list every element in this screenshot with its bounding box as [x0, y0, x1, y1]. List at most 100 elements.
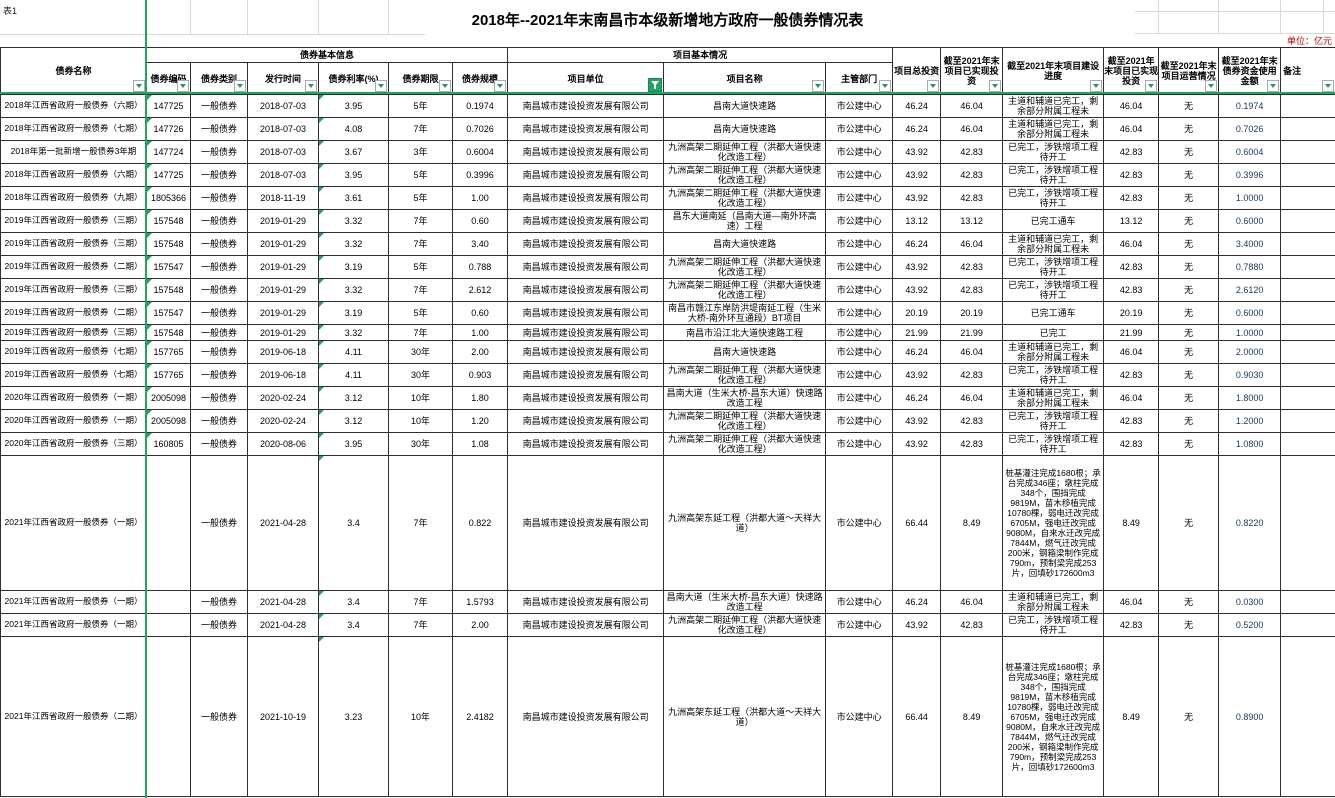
- cell-project-name[interactable]: 昌南大道快速路: [663, 340, 827, 364]
- col-header-bond-name[interactable]: 债券名称: [0, 47, 147, 95]
- cell-bond-type[interactable]: 一般债券: [190, 613, 248, 637]
- cell-realized-investment-2[interactable]: 46.04: [1103, 386, 1160, 410]
- cell-bond-fund-used[interactable]: 0.6000: [1218, 209, 1282, 233]
- cell-bond-type[interactable]: 一般债券: [190, 255, 248, 279]
- cell-bond-fund-used[interactable]: 0.8900: [1218, 636, 1282, 797]
- cell-term[interactable]: 7年: [388, 455, 453, 591]
- cell-department[interactable]: 市公建中心: [825, 278, 894, 302]
- cell-rate[interactable]: 3.12: [318, 409, 389, 433]
- cell-bond-name[interactable]: 2019年江西省政府一般债券（三期）: [0, 209, 147, 233]
- cell-construction-progress[interactable]: 主道和辅道已完工，剩余部分附属工程未: [1002, 386, 1105, 410]
- cell-bond-fund-used[interactable]: 1.0000: [1218, 324, 1282, 341]
- cell-bond-type[interactable]: 一般债券: [190, 209, 248, 233]
- cell-bond-fund-used[interactable]: 1.0800: [1218, 432, 1282, 456]
- cell-department[interactable]: 市公建中心: [825, 232, 894, 256]
- cell-term[interactable]: 10年: [388, 636, 453, 797]
- cell-issue-date[interactable]: 2018-07-03: [247, 117, 319, 141]
- cell-term[interactable]: 7年: [388, 209, 453, 233]
- cell-bond-code[interactable]: 157765: [146, 363, 191, 387]
- cell-project-unit[interactable]: 南昌城市建设投资发展有限公司: [507, 455, 665, 591]
- cell-bond-fund-used[interactable]: 0.1974: [1218, 94, 1282, 118]
- cell-operation-status[interactable]: 无: [1158, 613, 1220, 637]
- cell-construction-progress[interactable]: 已完工，涉铁增项工程待开工: [1002, 613, 1105, 637]
- filter-dropdown-icon[interactable]: [375, 80, 387, 92]
- cell-rate[interactable]: 3.95: [318, 94, 389, 118]
- cell-bond-code[interactable]: 160805: [146, 432, 191, 456]
- cell-term[interactable]: 30年: [388, 363, 453, 387]
- cell-operation-status[interactable]: 无: [1158, 163, 1220, 187]
- cell-issue-date[interactable]: 2019-01-29: [247, 278, 319, 302]
- cell-total-investment[interactable]: 43.92: [892, 613, 942, 637]
- cell-realized-investment[interactable]: 8.49: [940, 455, 1004, 591]
- cell-realized-investment[interactable]: 46.04: [940, 340, 1004, 364]
- cell-realized-investment[interactable]: 42.83: [940, 163, 1004, 187]
- filter-dropdown-icon[interactable]: [989, 80, 1002, 92]
- cell-bond-type[interactable]: 一般债券: [190, 324, 248, 341]
- cell-term[interactable]: 30年: [388, 340, 453, 364]
- cell-operation-status[interactable]: 无: [1158, 386, 1220, 410]
- cell-realized-investment-2[interactable]: 42.83: [1103, 363, 1160, 387]
- cell-remark[interactable]: [1280, 340, 1335, 364]
- cell-bond-name[interactable]: 2018年江西省政府一般债券（六期）: [0, 163, 147, 187]
- cell-term[interactable]: 10年: [388, 386, 453, 410]
- cell-total-investment[interactable]: 43.92: [892, 163, 942, 187]
- cell-bond-code[interactable]: 147726: [146, 117, 191, 141]
- cell-scale[interactable]: 0.822: [451, 455, 509, 591]
- col-header-total-investment[interactable]: 项目总投资: [892, 47, 942, 95]
- cell-remark[interactable]: [1280, 117, 1335, 141]
- cell-project-name[interactable]: 九洲高架二期延伸工程（洪都大道快速化改造工程）: [663, 278, 827, 302]
- cell-scale[interactable]: 1.20: [451, 409, 509, 433]
- cell-rate[interactable]: 3.4: [318, 613, 389, 637]
- cell-realized-investment[interactable]: 42.83: [940, 140, 1004, 164]
- cell-remark[interactable]: [1280, 163, 1335, 187]
- cell-construction-progress[interactable]: 主道和辅道已完工，剩余部分附属工程未: [1002, 117, 1105, 141]
- cell-remark[interactable]: [1280, 455, 1335, 591]
- cell-issue-date[interactable]: 2018-07-03: [247, 94, 319, 118]
- cell-bond-type[interactable]: 一般债券: [190, 409, 248, 433]
- cell-project-name[interactable]: 昌东大道南延（昌南大道—南外环高速）工程: [663, 209, 827, 233]
- cell-department[interactable]: 市公建中心: [825, 636, 894, 797]
- cell-scale[interactable]: 0.60: [451, 301, 509, 325]
- cell-rate[interactable]: 3.19: [318, 255, 389, 279]
- cell-project-unit[interactable]: 南昌城市建设投资发展有限公司: [507, 363, 665, 387]
- cell-scale[interactable]: 2.00: [451, 613, 509, 637]
- cell-bond-code[interactable]: 157548: [146, 232, 191, 256]
- cell-bond-name[interactable]: 2019年江西省政府一般债券（二期）: [0, 301, 147, 325]
- cell-department[interactable]: 市公建中心: [825, 386, 894, 410]
- cell-scale[interactable]: 0.903: [451, 363, 509, 387]
- col-header-realized-investment[interactable]: 截至2021年末项目已实现投资: [940, 47, 1004, 95]
- cell-scale[interactable]: 1.5793: [451, 590, 509, 614]
- cell-remark[interactable]: [1280, 301, 1335, 325]
- cell-bond-fund-used[interactable]: 0.6004: [1218, 140, 1282, 164]
- cell-scale[interactable]: 0.6004: [451, 140, 509, 164]
- cell-project-unit[interactable]: 南昌城市建设投资发展有限公司: [507, 232, 665, 256]
- cell-bond-fund-used[interactable]: 0.5200: [1218, 613, 1282, 637]
- cell-operation-status[interactable]: 无: [1158, 432, 1220, 456]
- cell-bond-name[interactable]: 2018年江西省政府一般债券（六期）: [0, 94, 147, 118]
- cell-rate[interactable]: 3.23: [318, 636, 389, 797]
- cell-project-unit[interactable]: 南昌城市建设投资发展有限公司: [507, 386, 665, 410]
- cell-bond-type[interactable]: 一般债券: [190, 363, 248, 387]
- cell-project-unit[interactable]: 南昌城市建设投资发展有限公司: [507, 432, 665, 456]
- cell-bond-fund-used[interactable]: 0.3996: [1218, 163, 1282, 187]
- col-header-bond-code[interactable]: 债券编码: [146, 62, 191, 95]
- cell-remark[interactable]: [1280, 209, 1335, 233]
- cell-scale[interactable]: 0.60: [451, 209, 509, 233]
- cell-term[interactable]: 30年: [388, 432, 453, 456]
- cell-realized-investment[interactable]: 46.04: [940, 117, 1004, 141]
- col-header-term[interactable]: 债券期限: [388, 62, 453, 95]
- cell-scale[interactable]: 2.4182: [451, 636, 509, 797]
- cell-bond-fund-used[interactable]: 0.8220: [1218, 455, 1282, 591]
- cell-construction-progress[interactable]: 已完工通车: [1002, 301, 1105, 325]
- cell-term[interactable]: 7年: [388, 117, 453, 141]
- cell-construction-progress[interactable]: 已完工，涉铁增项工程待开工: [1002, 363, 1105, 387]
- cell-total-investment[interactable]: 13.12: [892, 209, 942, 233]
- filter-dropdown-icon[interactable]: [305, 80, 317, 92]
- cell-scale[interactable]: 1.80: [451, 386, 509, 410]
- cell-bond-name[interactable]: 2019年江西省政府一般债券（二期）: [0, 255, 147, 279]
- cell-project-unit[interactable]: 南昌城市建设投资发展有限公司: [507, 255, 665, 279]
- cell-operation-status[interactable]: 无: [1158, 636, 1220, 797]
- cell-realized-investment[interactable]: 13.12: [940, 209, 1004, 233]
- cell-operation-status[interactable]: 无: [1158, 363, 1220, 387]
- cell-total-investment[interactable]: 46.24: [892, 232, 942, 256]
